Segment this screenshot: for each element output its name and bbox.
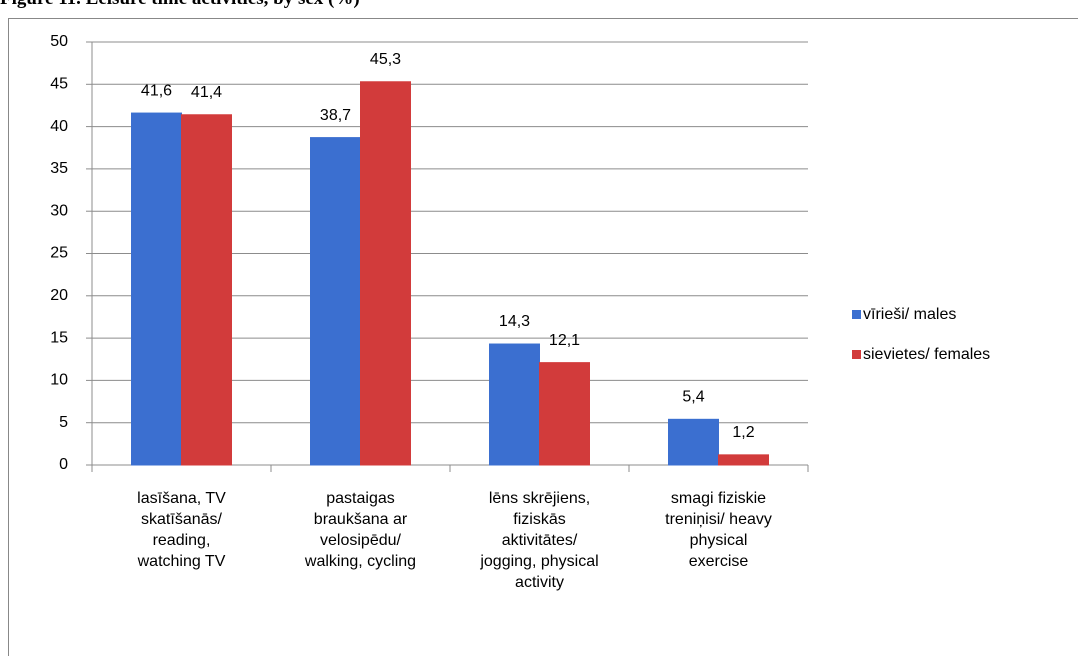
legend-label: vīrieši/ males bbox=[863, 306, 956, 323]
bar bbox=[310, 137, 361, 466]
data-label: 12,1 bbox=[549, 332, 580, 349]
y-tick-label: 45 bbox=[50, 76, 68, 93]
legend-swatch bbox=[852, 350, 861, 359]
x-tick-label: pastaigas braukšana ar velosipēdu/ walki… bbox=[304, 490, 417, 570]
bar bbox=[668, 418, 719, 466]
data-label: 1,2 bbox=[732, 424, 754, 441]
legend-label: sievietes/ females bbox=[863, 346, 990, 363]
data-label: 14,3 bbox=[499, 313, 530, 330]
legend-swatch bbox=[852, 310, 861, 319]
bar bbox=[131, 112, 182, 466]
y-tick-label: 20 bbox=[50, 287, 68, 304]
data-label: 41,6 bbox=[141, 82, 172, 99]
y-tick-label: 30 bbox=[50, 202, 68, 219]
y-tick-label: 25 bbox=[50, 245, 68, 262]
y-tick-label: 0 bbox=[59, 456, 68, 473]
bar bbox=[181, 114, 232, 466]
data-label: 5,4 bbox=[682, 389, 704, 406]
data-label: 38,7 bbox=[320, 107, 351, 124]
x-tick-label: lēns skrējiens, fiziskās aktivitātes/ jo… bbox=[480, 490, 599, 591]
y-tick-label: 35 bbox=[50, 160, 68, 177]
chart-title: Figure 11. Leisure time activities, by s… bbox=[0, 0, 360, 10]
y-tick-label: 5 bbox=[59, 414, 68, 431]
x-tick-label: lasīšana, TV skatīšanās/ reading, watchi… bbox=[137, 490, 226, 570]
chart-border bbox=[8, 18, 1078, 656]
bar bbox=[539, 362, 590, 466]
bar bbox=[489, 343, 540, 466]
y-tick-label: 40 bbox=[50, 118, 68, 135]
y-tick-label: 50 bbox=[50, 33, 68, 50]
data-label: 45,3 bbox=[370, 51, 401, 68]
y-tick-label: 10 bbox=[50, 372, 68, 389]
bar bbox=[360, 81, 411, 466]
x-tick-label: smagi fiziskie treniņisi/ heavy physical… bbox=[665, 490, 772, 570]
bar bbox=[718, 454, 769, 466]
y-tick-label: 15 bbox=[50, 329, 68, 346]
data-label: 41,4 bbox=[191, 84, 222, 101]
